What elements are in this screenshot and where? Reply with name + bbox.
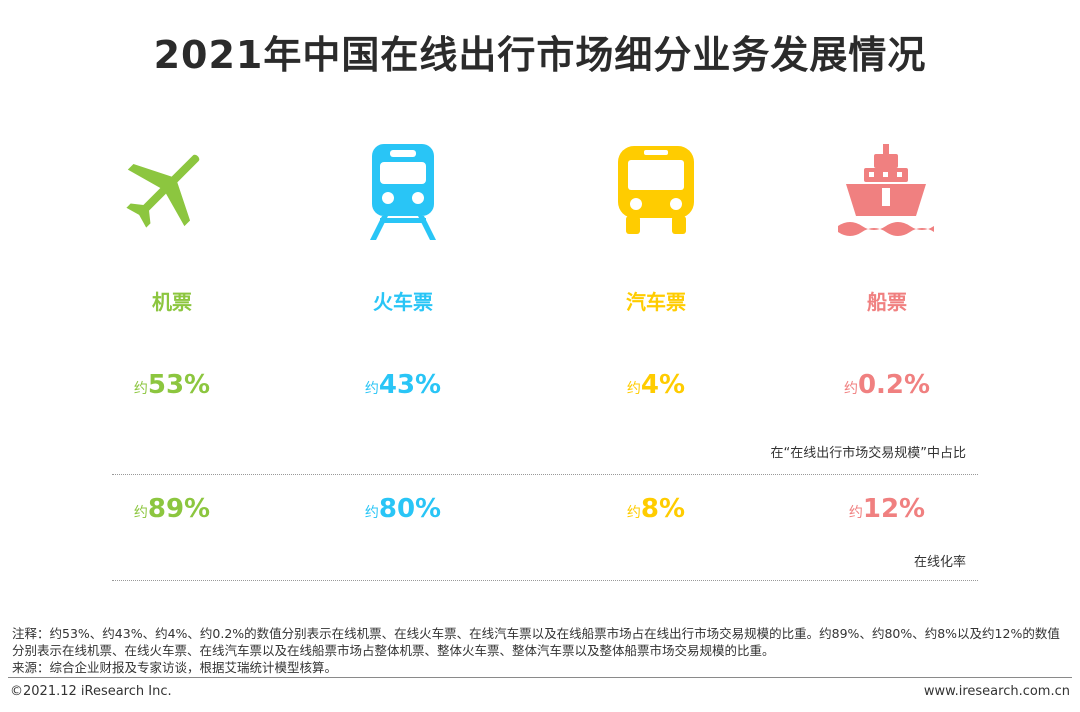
notes-block: 注释：约53%、约43%、约4%、约0.2%的数值分别表示在线机票、在线火车票、… [12,625,1070,676]
source-text: 来源：综合企业财报及专家访谈，根据艾瑞统计模型核算。 [12,660,338,675]
footer-divider [8,677,1072,678]
row-divider-1 [112,474,978,475]
online-rate-caption: 在线化率 [913,555,966,570]
share-bus: 约4% [626,370,686,400]
online-rate-bus: 约8% [626,494,686,524]
share-caption: 在“在线出行市场交易规模”中占比 [770,446,966,461]
page-title: 2021年中国在线出行市场细分业务发展情况 [153,33,927,77]
share-ship: 约0.2% [843,370,931,400]
website-link[interactable]: www.iresearch.com.cn [923,684,1070,699]
airplane-icon [126,154,200,228]
share-train: 约43% [364,370,442,400]
ship-icon [838,144,934,236]
row-divider-2 [112,580,978,581]
note-text: 注释：约53%、约43%、约4%、约0.2%的数值分别表示在线机票、在线火车票、… [12,626,1060,658]
online-rate-ship: 约12% [848,494,926,524]
train-icon [370,144,436,240]
label-train: 火车票 [373,290,433,314]
label-plane: 机票 [152,290,192,314]
online-rate-train: 约80% [364,494,442,524]
online-rate-plane: 约89% [133,494,211,524]
label-ship: 船票 [867,290,907,314]
label-bus: 汽车票 [626,290,686,314]
copyright: ©2021.12 iResearch Inc. [10,684,172,699]
share-plane: 约53% [133,370,211,400]
bus-icon [618,146,694,234]
